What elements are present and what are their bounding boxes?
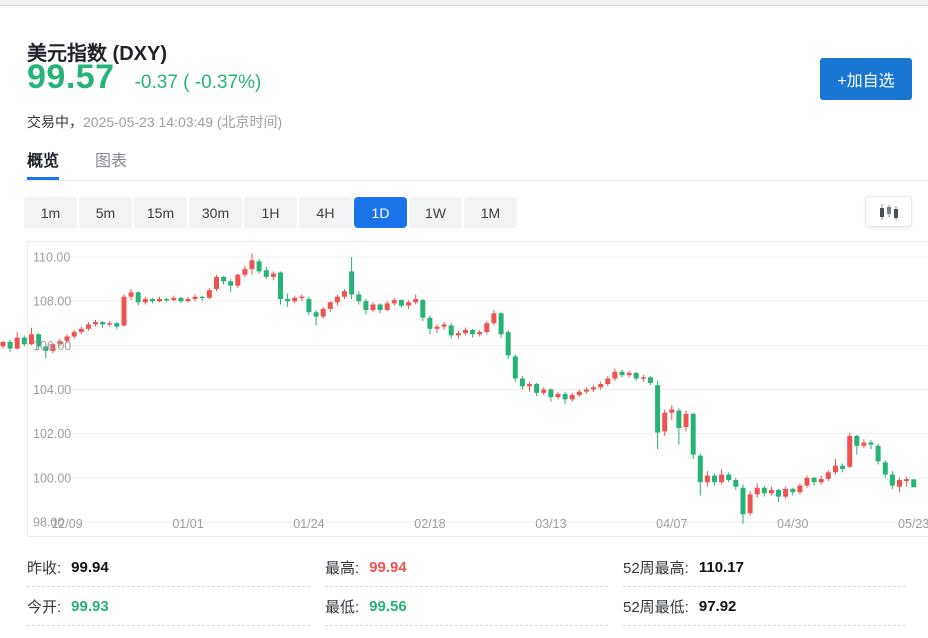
price-change: -0.37 ( -0.37%): [134, 72, 262, 93]
svg-text:04/07: 04/07: [656, 517, 687, 531]
chart-border: [27, 241, 928, 537]
stat-value: 97.92: [698, 597, 737, 615]
stats-column: 最高: 99.94 最低: 99.56: [325, 548, 608, 626]
stat-value: 99.56: [369, 597, 407, 615]
stat-52w-high: 52周最高: 110.17: [623, 548, 906, 587]
stat-52w-low: 52周最低: 97.92: [623, 587, 906, 626]
stat-label: 最低:: [325, 598, 360, 616]
chart-style-button[interactable]: [865, 196, 912, 227]
svg-text:98.00: 98.00: [33, 516, 64, 530]
stat-low: 最低: 99.56: [325, 587, 608, 626]
svg-text:106.00: 106.00: [33, 339, 71, 353]
trading-status: 交易中，: [27, 114, 83, 130]
svg-text:02/18: 02/18: [414, 517, 445, 531]
svg-text:110.00: 110.00: [33, 251, 70, 265]
svg-text:102.00: 102.00: [33, 427, 71, 441]
svg-text:12/09: 12/09: [51, 517, 82, 531]
timeframe-15m-button[interactable]: 15m: [134, 197, 187, 228]
stat-value: 99.94: [71, 558, 109, 576]
grid-lines: [68, 256, 928, 523]
add-watchlist-button[interactable]: +加自选: [820, 58, 912, 100]
stat-value: 99.94: [369, 558, 407, 576]
svg-text:100.00: 100.00: [33, 471, 71, 485]
svg-text:04/30: 04/30: [777, 517, 808, 531]
status-row: 交易中，2025-05-23 14:03:49 (北京时间): [27, 112, 282, 132]
timeframe-1h-button[interactable]: 1H: [244, 197, 297, 228]
candlestick-chart-icon: [878, 203, 900, 221]
svg-text:108.00: 108.00: [33, 295, 71, 309]
stat-label: 昨收:: [27, 559, 62, 577]
timeframe-30m-button[interactable]: 30m: [189, 197, 242, 228]
timeframe-4h-button[interactable]: 4H: [299, 197, 352, 228]
stat-value: 99.93: [71, 597, 109, 615]
timeframe-1w-button[interactable]: 1W: [409, 197, 462, 228]
stat-label: 今开:: [27, 598, 62, 616]
svg-text:01/01: 01/01: [172, 517, 203, 531]
stats-column: 52周最高: 110.17 52周最低: 97.92: [623, 548, 906, 626]
stats-column: 昨收: 99.94 今开: 99.93: [27, 548, 310, 626]
stat-label: 52周最低:: [623, 598, 689, 616]
svg-text:104.00: 104.00: [33, 383, 71, 397]
timeframe-1m-button[interactable]: 1m: [24, 197, 77, 228]
y-axis-labels: 110.00 108.00 106.00 104.00 102.00 100.00 98.0…: [33, 251, 71, 530]
stats-section: 昨收: 99.94 今开: 99.93 最高: 99.94 最低: 99.56 52周最高: 11…: [27, 548, 906, 626]
view-tabs: 概览 图表: [27, 147, 127, 180]
quote-timestamp: 2025-05-23 14:03:49: [83, 114, 213, 130]
timeframe-1m-button[interactable]: 1M: [464, 197, 517, 228]
svg-text:03/13: 03/13: [535, 517, 566, 531]
tab-chart[interactable]: 图表: [95, 153, 128, 170]
page-title: 美元指数 (DXY): [27, 43, 167, 66]
timeframe-5m-button[interactable]: 5m: [79, 197, 132, 228]
timeframe-1d-button[interactable]: 1D: [354, 197, 407, 228]
top-divider-strip: [0, 0, 928, 6]
x-axis-labels: 12/09 01/01 01/24 02/18 03/13 04/07 04/30 05/23: [51, 517, 928, 531]
stat-open: 今开: 99.93: [27, 587, 310, 626]
timeframe-selector: 1m 5m 15m 30m 1H 4H 1D 1W 1M: [24, 197, 517, 228]
svg-text:05/23: 05/23: [898, 517, 928, 531]
tabs-divider: [24, 180, 928, 181]
last-price: 99.57: [27, 58, 115, 96]
svg-text:01/24: 01/24: [293, 517, 324, 531]
candles: [0, 253, 917, 524]
stat-label: 最高:: [325, 559, 360, 577]
price-row: 99.57 -0.37 ( -0.37%): [27, 58, 261, 97]
tab-overview[interactable]: 概览: [27, 147, 60, 180]
stat-prev-close: 昨收: 99.94: [27, 548, 310, 587]
stat-label: 52周最高:: [623, 559, 689, 577]
timezone-note: (北京时间): [216, 114, 283, 130]
stat-high: 最高: 99.94: [325, 548, 608, 587]
candlestick-chart[interactable]: 110.00 108.00 106.00 104.00 102.00 100.00 98.0…: [0, 240, 928, 538]
stat-value: 110.17: [698, 558, 744, 576]
